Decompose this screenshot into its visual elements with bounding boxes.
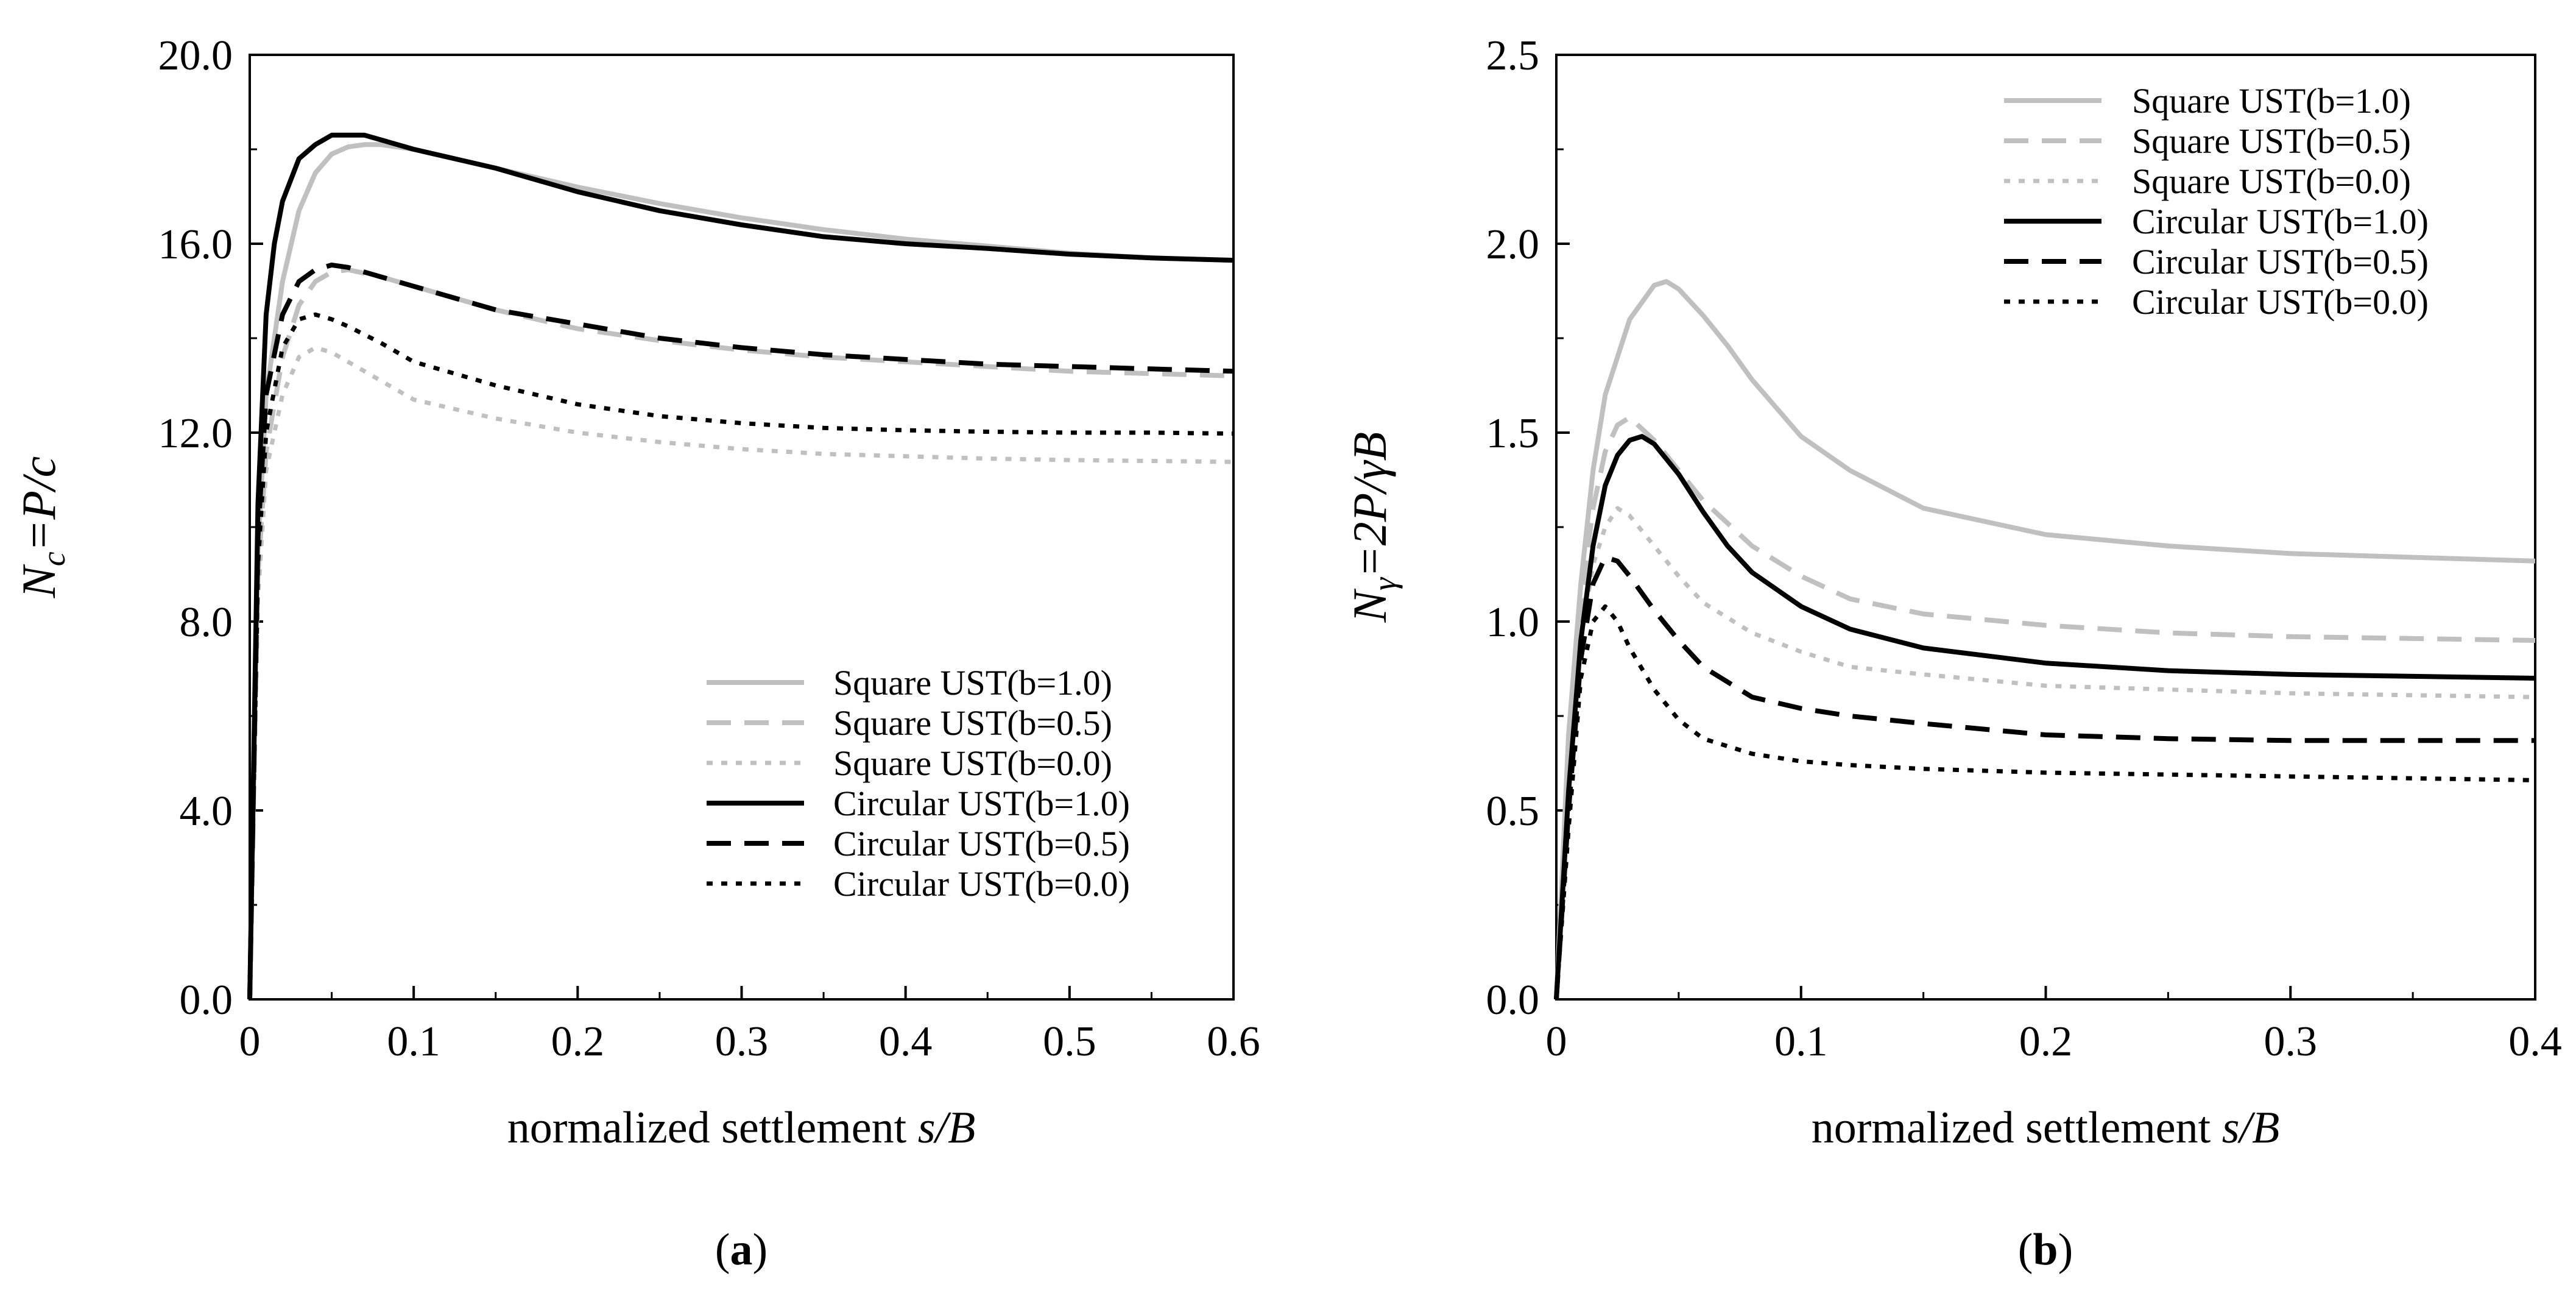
panel-b-y-axis-label: Nγ=2P/γB — [1343, 432, 1403, 623]
panel-b-legend-label-2: Square UST(b=0.0) — [2132, 161, 2411, 201]
panel-b-xtick-label: 0 — [1546, 1018, 1567, 1065]
panel-a-legend-label-3: Circular UST(b=1.0) — [833, 784, 1130, 823]
panel-a-ytick-label: 20.0 — [158, 32, 233, 79]
panel-a-xtick-label: 0.1 — [387, 1018, 440, 1065]
panel-a-xtick-label: 0.5 — [1043, 1018, 1096, 1065]
panel-a: 0.0 4.0 8.0 12.0 16.0 20.0 0 0.1 0.2 0.3 0.4 0.5 0.6… — [12, 32, 1260, 1275]
panel-a-legend-label-4: Circular UST(b=0.5) — [833, 824, 1130, 863]
panel-b-legend-label-1: Square UST(b=0.5) — [2132, 121, 2411, 161]
panel-a-caption: (a) — [715, 1225, 768, 1275]
panel-a-ylabel-rest: =P/c — [12, 456, 65, 552]
panel-a-ytick-label: 16.0 — [158, 221, 233, 268]
panel-b-ylabel-main: N — [1343, 588, 1396, 623]
panel-b-caption-label: b — [2033, 1225, 2058, 1275]
panel-a-caption-label: a — [730, 1225, 753, 1275]
panel-b-ytick-label: 2.0 — [1486, 221, 1540, 268]
panel-b-plot-frame — [1555, 54, 2536, 1001]
panel-b-legend-label-3: Circular UST(b=1.0) — [2132, 202, 2429, 241]
panel-a-series-line-2 — [247, 346, 1234, 1000]
panel-a-xtick-label: 0.2 — [551, 1018, 605, 1065]
panel-b-ytick-label: 0.5 — [1486, 788, 1540, 835]
panel-a-y-axis-label: Nc=P/c — [12, 456, 72, 599]
panel-b-legend-label-0: Square UST(b=1.0) — [2132, 81, 2411, 121]
panel-b-legend-label-4: Circular UST(b=0.5) — [2132, 242, 2429, 282]
panel-b-ytick-label: 1.0 — [1486, 599, 1540, 646]
panel-a-ticks: 0.0 4.0 8.0 12.0 16.0 20.0 0 0.1 0.2 0.3 0.4 0.5 0.6 — [158, 32, 1260, 1065]
panel-a-xtick-label: 0 — [239, 1018, 261, 1065]
panel-b-xtick-label: 0.3 — [2264, 1018, 2318, 1065]
panel-b-series-line-2 — [1554, 506, 2536, 1000]
panel-b-caption: (b) — [2018, 1225, 2073, 1275]
panel-a-series — [247, 132, 1234, 1000]
panel-a-x-axis-label: normalized settlement s/B — [507, 1103, 976, 1153]
panel-a-legend-label-0: Square UST(b=1.0) — [833, 663, 1112, 703]
panel-b-ticks: 0.0 0.5 1.0 1.5 2.0 2.5 0 0.1 0.2 0.3 0.4 — [1486, 32, 2562, 1065]
panel-b-xlabel-text: normalized settlement — [1812, 1103, 2211, 1153]
panel-b-series-line-1 — [1554, 415, 2536, 1000]
panel-b-x-axis-label: normalized settlement s/B — [1812, 1103, 2280, 1153]
panel-a-ylabel-sub: c — [35, 551, 72, 566]
panel-b-xtick-label: 0.4 — [2508, 1018, 2562, 1065]
panel-a-ytick-label: 8.0 — [180, 599, 233, 646]
panel-a-series-line-4 — [247, 262, 1234, 1000]
panel-b-ytick-label: 0.0 — [1486, 977, 1540, 1024]
panel-a-xlabel-var: s/B — [918, 1103, 976, 1153]
panel-b-xlabel-var: s/B — [2222, 1103, 2280, 1153]
panel-a-ytick-label: 12.0 — [158, 410, 233, 457]
panel-a-ytick-label: 4.0 — [180, 788, 233, 835]
panel-a-legend-label-5: Circular UST(b=0.0) — [833, 864, 1130, 904]
panel-a-legend-label-1: Square UST(b=0.5) — [833, 703, 1112, 743]
panel-b-ylabel-rest: =2P/γB — [1343, 432, 1396, 578]
panel-a-legend: Square UST(b=1.0)Square UST(b=0.5)Square… — [707, 663, 1130, 904]
panel-b-xtick-label: 0.2 — [2019, 1018, 2073, 1065]
panel-b-series-line-3 — [1554, 434, 2536, 1000]
panel-b-ytick-label: 1.5 — [1486, 410, 1540, 457]
panel-b-series-line-0 — [1554, 279, 2536, 1000]
panel-b-legend-label-5: Circular UST(b=0.0) — [2132, 282, 2429, 322]
panel-b-series — [1554, 279, 2536, 1000]
panel-b-series-line-4 — [1554, 555, 2535, 1000]
panel-b: 0.0 0.5 1.0 1.5 2.0 2.5 0 0.1 0.2 0.3 0.4 Square U… — [1343, 32, 2562, 1275]
panel-a-legend-label-2: Square UST(b=0.0) — [833, 743, 1112, 783]
panel-a-xlabel-text: normalized settlement — [507, 1103, 907, 1153]
panel-a-series-line-5 — [247, 312, 1234, 1000]
panel-b-legend: Square UST(b=1.0)Square UST(b=0.5)Square… — [2004, 81, 2429, 322]
panel-b-xtick-label: 0.1 — [1774, 1018, 1828, 1065]
panel-a-series-line-3 — [247, 132, 1234, 1000]
panel-a-xtick-label: 0.4 — [879, 1018, 933, 1065]
panel-a-xtick-label: 0.3 — [715, 1018, 769, 1065]
panel-a-ylabel-main: N — [12, 564, 65, 598]
panel-b-ylabel-sub: γ — [1366, 576, 1403, 590]
panel-a-xtick-label: 0.6 — [1207, 1018, 1260, 1065]
panel-a-plot-frame — [249, 54, 1235, 1001]
panel-b-ytick-label: 2.5 — [1486, 32, 1540, 79]
panel-a-ytick-label: 0.0 — [180, 977, 233, 1024]
